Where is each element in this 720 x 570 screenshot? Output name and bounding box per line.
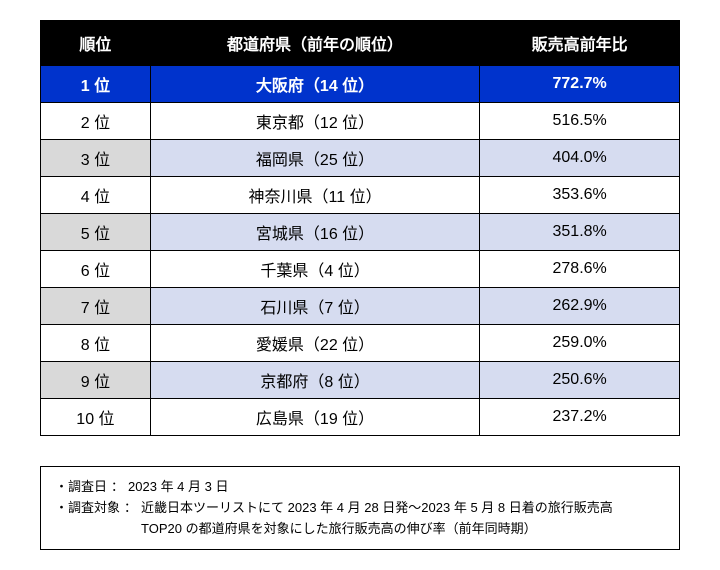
cell-rank: 4 位	[41, 177, 151, 214]
header-rank: 順位	[41, 21, 151, 66]
cell-percent: 259.0%	[480, 325, 680, 362]
table-row: 7 位石川県（7 位）262.9%	[41, 288, 680, 325]
cell-percent: 278.6%	[480, 251, 680, 288]
cell-prefecture: 広島県（19 位）	[150, 399, 479, 436]
cell-rank: 2 位	[41, 103, 151, 140]
cell-rank: 9 位	[41, 362, 151, 399]
cell-rank: 6 位	[41, 251, 151, 288]
notes-text: 2023 年 4 月 3 日	[128, 477, 228, 498]
table-row: 4 位神奈川県（11 位）353.6%	[41, 177, 680, 214]
table-row: 1 位大阪府（14 位）772.7%	[41, 66, 680, 103]
cell-percent: 262.9%	[480, 288, 680, 325]
table-body: 1 位大阪府（14 位）772.7%2 位東京都（12 位）516.5%3 位福…	[41, 66, 680, 436]
notes-text: TOP20 の都道府県を対象にした旅行販売高の伸び率（前年同時期）	[141, 519, 537, 540]
table-row: 6 位千葉県（4 位）278.6%	[41, 251, 680, 288]
notes-colon: ：	[120, 498, 141, 519]
notes-body: ・調査日：2023 年 4 月 3 日・調査対象：近畿日本ツーリストにて 202…	[55, 477, 665, 539]
notes-line: ・調査対象：近畿日本ツーリストにて 2023 年 4 月 28 日発～2023 …	[55, 498, 665, 519]
notes-label: ・調査対象	[55, 498, 120, 519]
table-row: 10 位広島県（19 位）237.2%	[41, 399, 680, 436]
cell-percent: 237.2%	[480, 399, 680, 436]
cell-prefecture: 千葉県（4 位）	[150, 251, 479, 288]
cell-percent: 516.5%	[480, 103, 680, 140]
table-row: 5 位宮城県（16 位）351.8%	[41, 214, 680, 251]
cell-rank: 10 位	[41, 399, 151, 436]
cell-rank: 1 位	[41, 66, 151, 103]
cell-rank: 5 位	[41, 214, 151, 251]
table-row: 2 位東京都（12 位）516.5%	[41, 103, 680, 140]
cell-prefecture: 大阪府（14 位）	[150, 66, 479, 103]
cell-percent: 250.6%	[480, 362, 680, 399]
notes-line: ・調査日：2023 年 4 月 3 日	[55, 477, 665, 498]
cell-percent: 353.6%	[480, 177, 680, 214]
header-prefecture: 都道府県（前年の順位）	[150, 21, 479, 66]
notes-text: 近畿日本ツーリストにて 2023 年 4 月 28 日発～2023 年 5 月 …	[141, 498, 613, 519]
table-row: 3 位福岡県（25 位）404.0%	[41, 140, 680, 177]
notes-line: ・調査対象：TOP20 の都道府県を対象にした旅行販売高の伸び率（前年同時期）	[55, 519, 665, 540]
cell-prefecture: 神奈川県（11 位）	[150, 177, 479, 214]
cell-prefecture: 石川県（7 位）	[150, 288, 479, 325]
notes-colon: ：	[107, 477, 128, 498]
cell-prefecture: 東京都（12 位）	[150, 103, 479, 140]
cell-percent: 404.0%	[480, 140, 680, 177]
table-row: 9 位京都府（8 位）250.6%	[41, 362, 680, 399]
table-header-row: 順位 都道府県（前年の順位） 販売高前年比	[41, 21, 680, 66]
cell-prefecture: 福岡県（25 位）	[150, 140, 479, 177]
cell-prefecture: 愛媛県（22 位）	[150, 325, 479, 362]
cell-rank: 3 位	[41, 140, 151, 177]
notes-label: ・調査日	[55, 477, 107, 498]
cell-prefecture: 宮城県（16 位）	[150, 214, 479, 251]
header-percent: 販売高前年比	[480, 21, 680, 66]
cell-rank: 7 位	[41, 288, 151, 325]
ranking-table: 順位 都道府県（前年の順位） 販売高前年比 1 位大阪府（14 位）772.7%…	[40, 20, 680, 436]
cell-prefecture: 京都府（8 位）	[150, 362, 479, 399]
cell-percent: 772.7%	[480, 66, 680, 103]
cell-rank: 8 位	[41, 325, 151, 362]
notes-box: ・調査日：2023 年 4 月 3 日・調査対象：近畿日本ツーリストにて 202…	[40, 466, 680, 550]
table-row: 8 位愛媛県（22 位）259.0%	[41, 325, 680, 362]
cell-percent: 351.8%	[480, 214, 680, 251]
